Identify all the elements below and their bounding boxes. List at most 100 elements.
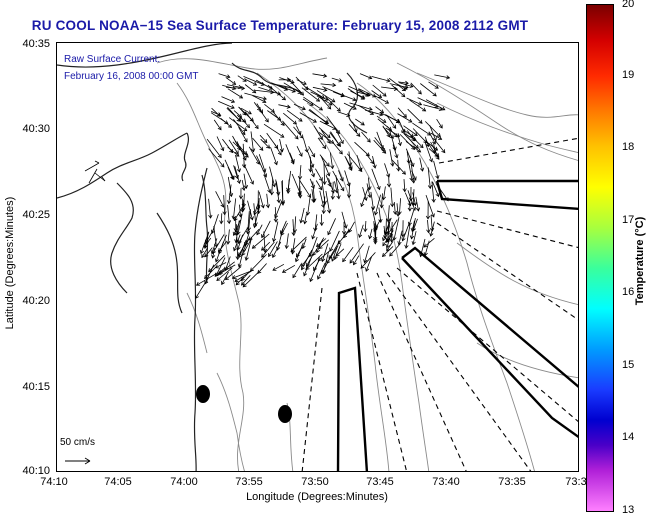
vector-arrowhead xyxy=(276,91,282,96)
vector-arrowhead xyxy=(386,173,391,178)
vector-arrowhead xyxy=(277,151,282,156)
vector-arrowhead xyxy=(379,109,385,114)
current-vector xyxy=(318,127,331,138)
vector-arrowhead xyxy=(195,294,199,299)
vector-arrowhead xyxy=(246,124,251,129)
current-vector xyxy=(331,246,338,262)
vector-arrowhead xyxy=(262,168,267,173)
vector-arrowhead xyxy=(377,94,383,98)
current-vector xyxy=(218,73,230,78)
vector-arrowhead xyxy=(378,218,383,224)
current-vector xyxy=(364,220,367,232)
current-vector xyxy=(227,88,243,99)
current-vector xyxy=(304,213,307,224)
vector-arrowhead xyxy=(237,263,242,268)
vector-arrowhead xyxy=(249,216,254,221)
current-vector xyxy=(415,196,419,211)
current-vector xyxy=(238,227,248,244)
vector-arrowhead xyxy=(382,234,388,239)
current-vector xyxy=(260,138,270,149)
current-vector xyxy=(411,218,416,239)
current-vector xyxy=(275,179,280,203)
map-canvas xyxy=(57,43,578,471)
current-vector xyxy=(263,231,266,253)
current-vector xyxy=(290,236,307,252)
current-vector xyxy=(319,190,325,208)
vector-arrowhead xyxy=(330,195,335,200)
current-vector xyxy=(316,238,327,247)
vector-arrowhead xyxy=(370,206,376,211)
vector-arrowhead xyxy=(276,199,281,204)
vector-arrowhead xyxy=(244,256,249,261)
vector-arrowhead xyxy=(438,136,443,140)
vector-arrowhead xyxy=(441,149,446,154)
current-vector xyxy=(335,248,345,257)
vector-arrowhead xyxy=(360,121,365,126)
vector-arrowhead xyxy=(299,134,304,139)
vector-arrowhead xyxy=(310,184,315,189)
vector-arrowhead xyxy=(427,184,433,190)
vector-arrowhead xyxy=(298,117,303,122)
current-vector xyxy=(375,106,384,114)
x-tick: 73:50 xyxy=(301,476,329,488)
current-vector xyxy=(342,246,354,262)
current-vector xyxy=(431,181,435,203)
current-vector xyxy=(308,146,315,157)
current-vector xyxy=(220,213,223,224)
map-plot-area[interactable] xyxy=(56,42,579,472)
vector-arrowhead xyxy=(430,213,435,218)
current-vector xyxy=(279,139,283,152)
vector-arrowhead xyxy=(234,239,239,244)
current-vector xyxy=(369,228,373,239)
vector-arrowhead xyxy=(241,203,246,208)
current-vector xyxy=(312,86,327,91)
current-vector xyxy=(366,183,371,198)
vector-arrowhead xyxy=(243,184,249,190)
vector-arrowhead xyxy=(311,153,316,158)
vector-arrowhead xyxy=(323,87,328,92)
vector-arrowhead xyxy=(299,219,304,224)
current-vector xyxy=(213,119,222,131)
current-vector xyxy=(266,132,279,149)
vector-arrowhead xyxy=(286,104,291,109)
vector-arrowhead xyxy=(315,97,321,102)
vector-arrowhead xyxy=(360,202,365,208)
vector-arrowhead xyxy=(220,147,225,152)
current-vector xyxy=(227,84,242,88)
vector-arrowhead xyxy=(271,183,277,188)
current-vector xyxy=(303,138,308,153)
vector-arrowhead xyxy=(316,243,321,247)
vector-arrowhead xyxy=(407,202,412,207)
vector-arrowhead xyxy=(418,119,423,124)
vector-arrowhead xyxy=(382,242,387,247)
vector-arrowhead xyxy=(262,99,267,103)
vector-arrowhead xyxy=(334,189,339,194)
vector-arrowhead xyxy=(235,281,240,286)
vector-arrowhead xyxy=(264,118,269,123)
current-vector xyxy=(269,166,276,187)
vector-arrowhead xyxy=(429,227,435,232)
vector-arrowhead xyxy=(396,133,401,137)
vector-arrowhead xyxy=(233,217,238,222)
current-vector xyxy=(283,112,297,125)
vector-arrowhead xyxy=(332,82,337,88)
current-vector xyxy=(263,174,271,193)
vector-arrowhead xyxy=(395,212,400,217)
x-tick: 73:40 xyxy=(432,476,460,488)
vector-arrowhead xyxy=(328,255,333,260)
current-vector xyxy=(312,181,315,202)
current-vector xyxy=(338,170,344,182)
buoy-marker xyxy=(278,405,292,423)
current-vector xyxy=(274,207,277,223)
current-vector xyxy=(309,236,318,257)
current-vector xyxy=(430,214,433,232)
current-vector xyxy=(427,219,429,233)
vector-arrowhead xyxy=(428,158,433,163)
vector-arrowhead xyxy=(281,96,286,101)
vector-arrowhead xyxy=(238,84,243,90)
vector-arrowhead xyxy=(234,175,239,180)
current-vector xyxy=(215,257,226,277)
current-vector xyxy=(316,95,333,106)
current-vector xyxy=(258,191,264,208)
vector-arrowhead xyxy=(390,203,395,208)
